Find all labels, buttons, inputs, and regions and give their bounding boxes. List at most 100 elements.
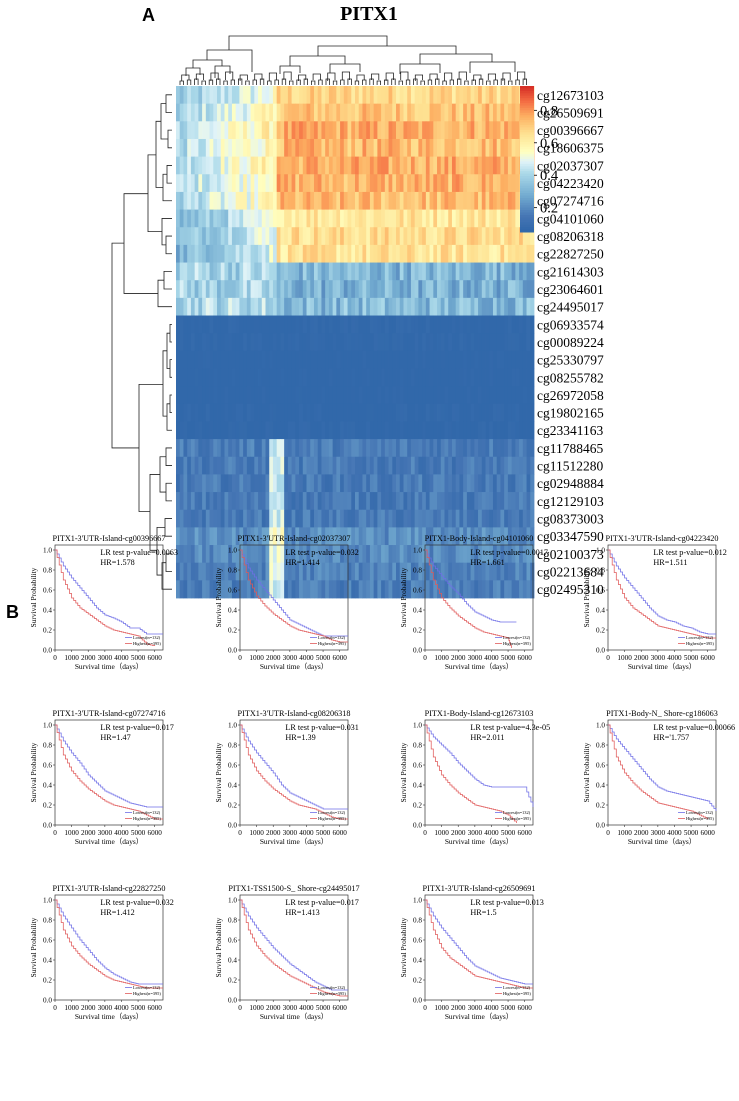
dendrogram-branch	[449, 79, 454, 85]
heatmap-cell	[396, 121, 401, 140]
heatmap-cell	[213, 403, 218, 422]
heatmap-cell	[332, 580, 337, 599]
heatmap-cell	[209, 350, 214, 369]
km-title: PITX1-3'UTR-Island-cg07274716	[53, 709, 166, 718]
heatmap-cell	[280, 138, 285, 158]
km-xtick-label: 2000	[266, 829, 281, 837]
heatmap-cell	[369, 121, 375, 140]
heatmap-cell	[332, 174, 337, 193]
heatmap-cell	[306, 439, 311, 458]
heatmap-cell	[176, 156, 181, 175]
heatmap-cell	[228, 492, 233, 511]
heatmap-cell	[466, 439, 472, 458]
dendrogram-branch	[254, 73, 263, 80]
heatmap-cell	[198, 545, 203, 564]
colorbar-step	[520, 190, 534, 194]
heatmap-cell	[209, 386, 214, 405]
heatmap-cell	[265, 562, 270, 581]
heatmap-cell	[500, 156, 505, 175]
heatmap-cell	[328, 350, 334, 369]
heatmap-cell	[317, 386, 322, 405]
heatmap-cell	[381, 509, 386, 528]
heatmap-cell	[444, 474, 449, 493]
heatmap-cell	[209, 174, 214, 193]
heatmap-cell	[437, 527, 442, 546]
heatmap-cell	[448, 527, 453, 546]
heatmap-cell	[410, 209, 416, 228]
heatmap-cell	[414, 174, 419, 193]
colorbar-step	[520, 210, 534, 214]
heatmap-cell	[302, 527, 307, 546]
heatmap-cell	[224, 297, 229, 316]
heatmap-cell	[217, 209, 222, 228]
heatmap-cell	[410, 227, 416, 246]
row-label-cg08206318: cg08206318	[537, 229, 604, 244]
heatmap-cell	[246, 509, 251, 528]
heatmap-cell	[500, 527, 505, 546]
heatmap-cell	[317, 315, 322, 334]
heatmap-cell	[522, 527, 527, 546]
heatmap-cell	[332, 439, 337, 458]
heatmap-cell	[366, 368, 371, 387]
heatmap-cell	[332, 456, 337, 475]
heatmap-cell	[280, 280, 285, 299]
heatmap-cell	[269, 297, 274, 316]
heatmap-cell	[377, 456, 382, 475]
heatmap-cell	[496, 121, 501, 140]
heatmap-cell	[459, 350, 464, 369]
heatmap-cell	[187, 368, 192, 387]
heatmap-cell	[261, 191, 266, 210]
heatmap-cell	[302, 492, 307, 511]
heatmap-cell	[340, 86, 345, 105]
heatmap-cell	[470, 174, 475, 193]
heatmap-cell	[407, 456, 412, 475]
heatmap-cell	[336, 545, 341, 564]
heatmap-cell	[377, 527, 382, 546]
heatmap-cell	[496, 403, 501, 422]
heatmap-cell	[202, 386, 207, 405]
heatmap-cell	[515, 368, 520, 387]
heatmap-cell	[295, 350, 300, 369]
heatmap-cell	[276, 121, 281, 140]
heatmap-cell	[213, 191, 218, 210]
heatmap-cell	[399, 227, 404, 246]
heatmap-cell	[407, 403, 412, 422]
heatmap-cell	[198, 509, 203, 528]
heatmap-cell	[190, 509, 196, 528]
heatmap-cell	[511, 386, 516, 405]
heatmap-cell	[384, 262, 389, 281]
heatmap-cell	[463, 191, 468, 210]
heatmap-cell	[463, 580, 468, 599]
heatmap-cell	[474, 474, 479, 493]
heatmap-cell	[347, 474, 352, 493]
heatmap-cell	[287, 209, 293, 228]
heatmap-cell	[526, 386, 531, 405]
km-curve-lowest	[55, 724, 163, 808]
heatmap-cell	[399, 439, 404, 458]
km-ytick-label: 0.2	[413, 627, 422, 635]
heatmap-cell	[388, 350, 393, 369]
heatmap-cell	[265, 456, 270, 475]
km-legend-label: Lowest(n=132)	[503, 985, 531, 990]
heatmap-cell	[254, 86, 259, 105]
heatmap-cell	[474, 545, 479, 564]
heatmap-cell	[343, 244, 348, 263]
heatmap-cell	[399, 527, 404, 546]
heatmap-cell	[381, 280, 386, 299]
heatmap-cell	[239, 580, 244, 599]
heatmap-cell	[325, 386, 330, 405]
dendrogram-branch	[356, 74, 365, 81]
heatmap-cell	[489, 244, 494, 263]
heatmap-cell	[437, 174, 442, 193]
heatmap-cell	[321, 509, 326, 528]
heatmap-cell	[351, 403, 356, 422]
heatmap-cell	[347, 262, 352, 281]
heatmap-cell	[392, 492, 397, 511]
heatmap-cell	[246, 333, 251, 352]
heatmap-cell	[425, 439, 430, 458]
heatmap-cell	[250, 280, 255, 299]
heatmap-cell	[440, 121, 445, 140]
heatmap-cell	[239, 403, 244, 422]
heatmap-cell	[183, 368, 188, 387]
heatmap-cell	[414, 368, 419, 387]
